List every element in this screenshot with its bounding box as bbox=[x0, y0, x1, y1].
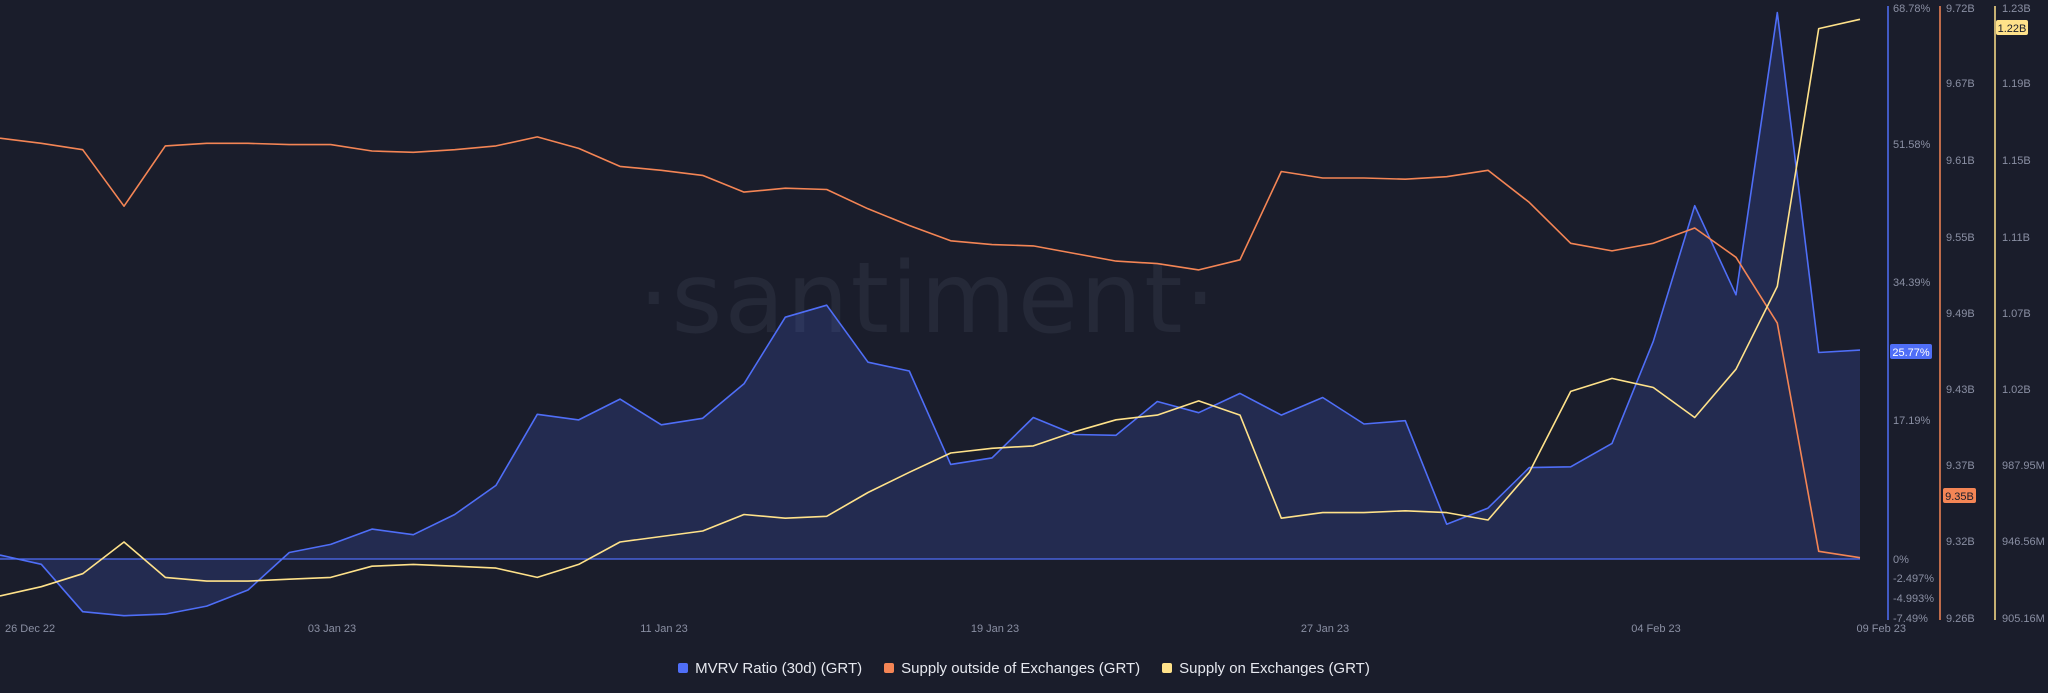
x-tick-label: 19 Jan 23 bbox=[971, 623, 1019, 635]
outside-tick-label: 9.32B bbox=[1946, 536, 1975, 548]
on-tick-label: 987.95M bbox=[2002, 460, 2045, 472]
value-badges: 25.77% 9.35B 1.22B bbox=[1890, 20, 2028, 503]
mvrv-tick-label: -7.49% bbox=[1893, 613, 1928, 625]
on-tick-label: 905.16M bbox=[2002, 613, 2045, 625]
mvrv-tick-label: 17.19% bbox=[1893, 415, 1931, 427]
on-tick-label: 1.02B bbox=[2002, 384, 2031, 396]
legend-label-supply-outside: Supply outside of Exchanges (GRT) bbox=[901, 659, 1141, 677]
mvrv-value-badge-text: 25.77% bbox=[1892, 347, 1930, 359]
outside-tick-label: 9.55B bbox=[1946, 232, 1975, 244]
outside-tick-label: 9.61B bbox=[1946, 155, 1975, 167]
outside-tick-label: 9.43B bbox=[1946, 384, 1975, 396]
mvrv-tick-label: 34.39% bbox=[1893, 277, 1931, 289]
mvrv-value-badge bbox=[1890, 344, 1932, 359]
outside-tick-label: 9.67B bbox=[1946, 78, 1975, 90]
legend-swatch-supply-outside bbox=[884, 663, 895, 673]
supply-on-line bbox=[0, 18, 1861, 597]
mvrv-tick-label: -4.993% bbox=[1893, 593, 1934, 605]
on-tick-label: 1.07B bbox=[2002, 308, 2031, 320]
x-tick-label: 26 Dec 22 bbox=[5, 623, 55, 635]
on-value-badge bbox=[1996, 20, 2028, 35]
on-value-badge-text: 1.22B bbox=[1998, 23, 2027, 35]
mvrv-tick-label: 68.78% bbox=[1893, 3, 1931, 15]
x-axis: 26 Dec 22 03 Jan 23 11 Jan 23 19 Jan 23 27 J… bbox=[5, 623, 1906, 635]
legend: MVRV Ratio (30d) (GRT) Supply outside of… bbox=[0, 648, 2048, 688]
x-tick-label: 11 Jan 23 bbox=[640, 623, 688, 635]
outside-tick-label: 9.26B bbox=[1946, 613, 1975, 625]
on-tick-label: 1.11B bbox=[2002, 232, 2030, 244]
on-tick-label: 1.23B bbox=[2002, 3, 2031, 15]
outside-tick-label: 9.37B bbox=[1946, 460, 1975, 472]
on-tick-label: 1.19B bbox=[2002, 78, 2031, 90]
outside-value-badge bbox=[1943, 488, 1976, 503]
mvrv-tick-label: -2.497% bbox=[1893, 573, 1934, 585]
legend-swatch-mvrv bbox=[678, 663, 689, 673]
mvrv-line bbox=[0, 11, 1861, 617]
x-tick-label: 03 Jan 23 bbox=[308, 623, 356, 635]
legend-label-mvrv: MVRV Ratio (30d) (GRT) bbox=[695, 659, 863, 677]
legend-item-supply-on[interactable]: Supply on Exchanges (GRT) bbox=[1162, 660, 1370, 677]
on-tick-label: 946.56M bbox=[2002, 536, 2045, 548]
legend-swatch-supply-on bbox=[1162, 663, 1173, 673]
legend-label-supply-on: Supply on Exchanges (GRT) bbox=[1179, 659, 1370, 677]
legend-item-mvrv[interactable]: MVRV Ratio (30d) (GRT) bbox=[678, 660, 862, 677]
watermark: ·santiment· bbox=[638, 242, 1217, 356]
on-tick-label: 1.15B bbox=[2002, 155, 2031, 167]
mvrv-area bbox=[0, 12, 1860, 616]
x-tick-label: 09 Feb 23 bbox=[1856, 623, 1906, 635]
series-lines bbox=[0, 11, 1861, 617]
x-tick-label: 27 Jan 23 bbox=[1301, 623, 1349, 635]
mvrv-tick-label: 0% bbox=[1893, 554, 1909, 566]
outside-value-badge-text: 9.35B bbox=[1945, 491, 1974, 503]
x-tick-label: 04 Feb 23 bbox=[1631, 623, 1681, 635]
supply-outside-line bbox=[0, 136, 1861, 559]
y-axes: 68.78% 51.58% 34.39% 17.19% 0% -2.497% -4.993%… bbox=[1887, 3, 2045, 625]
outside-tick-label: 9.72B bbox=[1946, 3, 1975, 15]
legend-item-supply-outside[interactable]: Supply outside of Exchanges (GRT) bbox=[884, 660, 1140, 677]
mvrv-tick-label: 51.58% bbox=[1893, 139, 1931, 151]
chart: ·santiment· 68.78% 51.58% 34.39% 17.19% 0% -2… bbox=[0, 3, 2045, 635]
mvrv-area-layer bbox=[0, 12, 1860, 616]
outside-tick-label: 9.49B bbox=[1946, 308, 1975, 320]
